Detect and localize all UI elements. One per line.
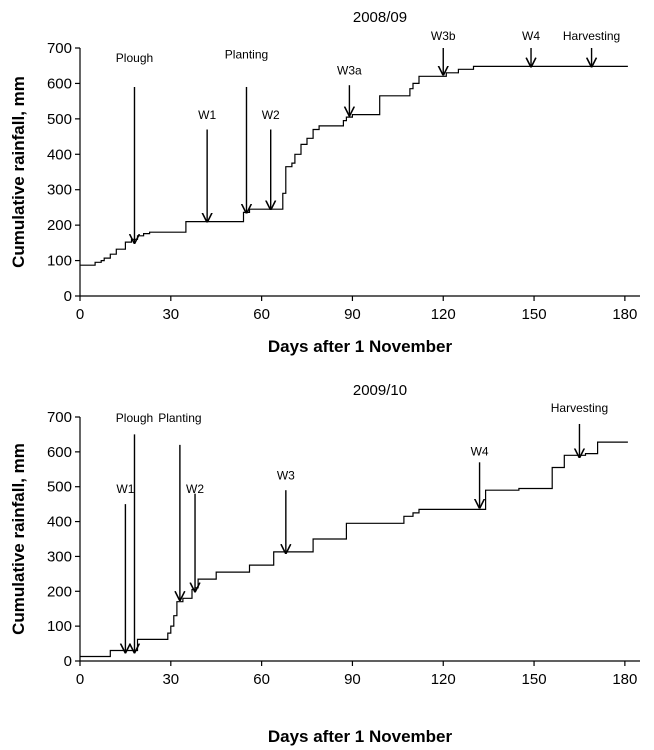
annotation-label-plough: Plough	[116, 411, 153, 425]
x-tick-label: 0	[76, 306, 84, 323]
x-tick-label: 0	[76, 671, 84, 688]
annotation-label-w4: W4	[522, 29, 540, 43]
y-tick-label: 400	[47, 514, 72, 531]
y-tick-label: 0	[64, 288, 72, 305]
x-tick-label: 30	[162, 671, 179, 688]
annotation-label-w2: W2	[186, 482, 204, 496]
x-tick-label: 150	[522, 671, 547, 688]
y-tick-label: 400	[47, 146, 72, 163]
annotation-label-w3b: W3b	[431, 29, 456, 43]
y-tick-label: 100	[47, 618, 72, 635]
x-tick-label: 90	[344, 306, 361, 323]
y-tick-label: 700	[47, 409, 72, 426]
y-tick-label: 500	[47, 479, 72, 496]
y-tick-label: 300	[47, 548, 72, 565]
y-tick-label: 200	[47, 217, 72, 234]
annotation-label-w2: W2	[262, 108, 280, 122]
y-tick-label: 500	[47, 111, 72, 128]
y-tick-label: 100	[47, 253, 72, 270]
annotation-label-w1: W1	[198, 108, 216, 122]
annotation-label-w1: W1	[116, 482, 134, 496]
annotation-label-planting: Planting	[158, 411, 201, 425]
x-tick-label: 120	[431, 306, 456, 323]
y-tick-label: 600	[47, 75, 72, 92]
x-tick-label: 60	[253, 671, 270, 688]
annotation-label-w3: W3	[277, 469, 295, 483]
annotation-label-plough: Plough	[116, 51, 153, 65]
y-axis-label: Cumulative rainfall, mm	[9, 443, 28, 635]
y-tick-label: 600	[47, 444, 72, 461]
x-tick-label: 150	[522, 306, 547, 323]
annotation-label-harvesting: Harvesting	[563, 29, 620, 43]
x-tick-label: 30	[162, 306, 179, 323]
x-tick-label: 180	[612, 306, 637, 323]
cumulative-rainfall-line	[80, 441, 628, 658]
annotation-label-w4: W4	[471, 444, 489, 458]
y-tick-label: 300	[47, 182, 72, 199]
annotation-label-w3a: W3a	[337, 64, 362, 78]
annotation-label-planting: Planting	[225, 48, 268, 62]
y-tick-label: 0	[64, 653, 72, 670]
x-tick-label: 120	[431, 671, 456, 688]
x-tick-label: 180	[612, 671, 637, 688]
y-tick-label: 700	[47, 40, 72, 57]
chart-2008-09: 2008/09 0 30 60 90 120 150 180 0 100 200 300 400 500 6…	[9, 9, 640, 356]
chart-2009-10: 2009/10 0 30 60 90 120 150 180 0 100 200 300 400 500 6…	[9, 382, 640, 746]
chart-title: 2009/10	[353, 382, 407, 399]
chart-title: 2008/09	[353, 9, 407, 26]
x-tick-label: 60	[253, 306, 270, 323]
x-axis-label: Days after 1 November	[268, 727, 453, 746]
x-axis-label: Days after 1 November	[268, 337, 453, 356]
y-tick-label: 200	[47, 583, 72, 600]
annotation-label-harvesting: Harvesting	[551, 401, 608, 415]
x-tick-label: 90	[344, 671, 361, 688]
y-axis-label: Cumulative rainfall, mm	[9, 76, 28, 268]
cumulative-rainfall-line	[80, 65, 628, 266]
